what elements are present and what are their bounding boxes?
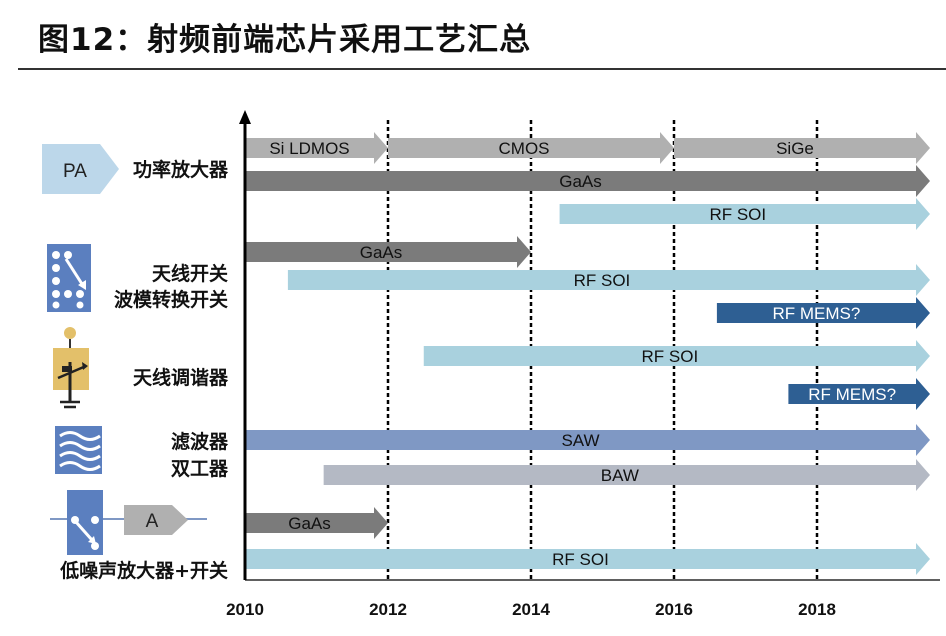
x-tick-label: 2010 bbox=[226, 600, 264, 619]
bar-saw-10: SAW bbox=[245, 424, 930, 456]
bar-label: RF SOI bbox=[552, 550, 609, 569]
bar-shape bbox=[245, 424, 930, 456]
title-rule bbox=[18, 68, 946, 70]
bar-label: RF MEMS? bbox=[808, 385, 896, 404]
pa-icon: PA bbox=[42, 144, 119, 194]
bar-gaas-12: GaAs bbox=[245, 507, 388, 539]
bar-label: GaAs bbox=[559, 172, 602, 191]
bar-si-ldmos-0: Si LDMOS bbox=[245, 132, 388, 164]
bar-rf-soi-13: RF SOI bbox=[245, 543, 930, 575]
bar-gaas-3: GaAs bbox=[245, 165, 930, 197]
bar-sige-2: SiGe bbox=[674, 132, 930, 164]
bar-label: BAW bbox=[601, 466, 639, 485]
bar-rf-mems--9: RF MEMS? bbox=[788, 378, 930, 410]
bar-shape bbox=[788, 378, 930, 410]
y-axis-arrow bbox=[239, 110, 251, 124]
bar-shape bbox=[716, 297, 930, 329]
bar-shape bbox=[245, 507, 388, 539]
row-label: 功率放大器 bbox=[132, 159, 228, 181]
row-label: 天线调谐器 bbox=[132, 367, 228, 389]
svg-text:PA: PA bbox=[63, 161, 87, 182]
x-tick-label: 2018 bbox=[798, 600, 836, 619]
bar-rf-soi-4: RF SOI bbox=[559, 198, 930, 230]
bar-rf-soi-6: RF SOI bbox=[287, 264, 930, 296]
bar-shape bbox=[423, 340, 930, 372]
bar-shape bbox=[388, 132, 674, 164]
page-title: 图12：射频前端芯片采用工艺汇总 bbox=[38, 22, 532, 58]
bar-label: GaAs bbox=[360, 243, 403, 262]
bar-shape bbox=[245, 543, 930, 575]
row-label: 天线开关 bbox=[151, 263, 228, 285]
bar-label: RF SOI bbox=[642, 347, 699, 366]
row-label: 波模转换开关 bbox=[113, 289, 228, 311]
bar-label: RF MEMS? bbox=[773, 304, 861, 323]
bar-label: SiGe bbox=[776, 139, 814, 158]
x-tick-label: 2014 bbox=[512, 600, 550, 619]
bar-label: RF SOI bbox=[574, 271, 631, 290]
filter-icon bbox=[55, 426, 102, 474]
bar-shape bbox=[323, 459, 930, 491]
bar-rf-mems--7: RF MEMS? bbox=[716, 297, 930, 329]
bar-shape bbox=[287, 264, 930, 296]
bar-label: GaAs bbox=[288, 514, 331, 533]
svg-text:A: A bbox=[146, 511, 159, 532]
bar-label: SAW bbox=[561, 431, 599, 450]
bar-baw-11: BAW bbox=[323, 459, 930, 491]
bar-shape bbox=[559, 198, 930, 230]
antenna-switch-icon bbox=[47, 244, 91, 312]
x-tick-label: 2016 bbox=[655, 600, 693, 619]
lna-switch-icon: A bbox=[50, 490, 207, 555]
antenna-tuner-icon bbox=[53, 327, 89, 409]
bar-shape bbox=[245, 132, 388, 164]
bar-shape bbox=[245, 236, 531, 268]
bar-shape bbox=[245, 165, 930, 197]
bar-shape bbox=[674, 132, 930, 164]
bar-label: CMOS bbox=[499, 139, 550, 158]
row-label: 双工器 bbox=[170, 458, 228, 480]
bar-gaas-5: GaAs bbox=[245, 236, 531, 268]
bar-cmos-1: CMOS bbox=[388, 132, 674, 164]
bar-label: Si LDMOS bbox=[269, 139, 349, 158]
x-tick-label: 2012 bbox=[369, 600, 407, 619]
row-label: 滤波器 bbox=[170, 431, 228, 453]
row-label: 低噪声放大器+开关 bbox=[60, 560, 228, 582]
bar-label: RF SOI bbox=[709, 205, 766, 224]
bar-rf-soi-8: RF SOI bbox=[423, 340, 930, 372]
